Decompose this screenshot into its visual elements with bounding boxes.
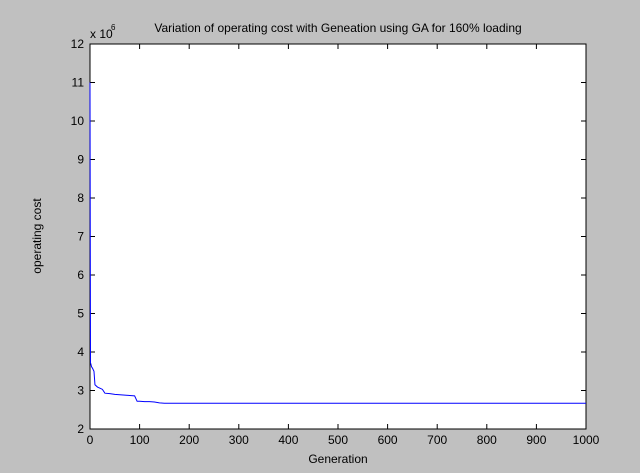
y-tick-label: 7 — [77, 230, 84, 244]
x-axis-label: Generation — [308, 452, 367, 466]
chart-title: Variation of operating cost with Geneati… — [154, 21, 521, 35]
y-tick-label: 12 — [71, 37, 85, 51]
y-tick-label: 6 — [77, 268, 84, 282]
plot-area — [89, 43, 587, 430]
x-tick-label: 900 — [526, 433, 546, 447]
x-tick-label: 1000 — [573, 433, 600, 447]
x-tick-label: 700 — [427, 433, 447, 447]
x-tick-label: 300 — [229, 433, 249, 447]
y-exponent-base: x 10 — [90, 27, 113, 41]
y-tick-label: 2 — [77, 422, 84, 436]
tick-group: 0 100 200 300 400 500 600 700 800 900 1000 2 3 4 5 6 7 8 9… — [71, 37, 600, 447]
y-tick-label: 4 — [77, 345, 84, 359]
x-tick-label: 100 — [130, 433, 150, 447]
x-tick-label: 500 — [328, 433, 348, 447]
y-tick-label: 11 — [72, 76, 85, 90]
y-tick-label: 8 — [77, 191, 84, 205]
y-exponent-power: 6 — [111, 23, 116, 32]
x-tick-label: 0 — [87, 433, 94, 447]
y-tick-label: 10 — [71, 114, 85, 128]
y-tick-label: 3 — [77, 384, 84, 398]
x-tick-label: 600 — [378, 433, 398, 447]
y-axis-label: operating cost — [30, 198, 44, 274]
series-group — [89, 82, 586, 404]
y-tick-label: 9 — [77, 153, 84, 167]
x-tick-label: 400 — [278, 433, 298, 447]
series-line — [89, 82, 586, 404]
x-tick-label: 800 — [477, 433, 497, 447]
y-tick-label: 5 — [77, 307, 84, 321]
x-tick-label: 200 — [179, 433, 199, 447]
